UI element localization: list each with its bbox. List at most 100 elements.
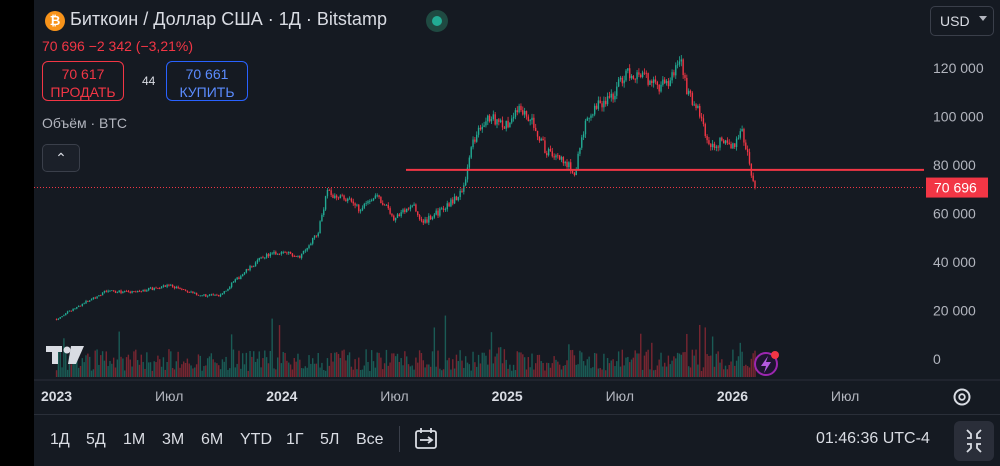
candle-body — [689, 90, 692, 93]
volume-bar — [81, 358, 84, 377]
candle-body — [616, 86, 618, 96]
volume-bar — [695, 349, 697, 377]
volume-bar — [306, 367, 308, 377]
volume-indicator-label[interactable]: Объём · BTC — [42, 115, 128, 131]
candle-body — [459, 190, 461, 198]
volume-bar — [238, 350, 240, 377]
volume-bar — [383, 363, 386, 377]
candle-body — [234, 279, 236, 282]
volume-bar — [341, 350, 343, 377]
fullscreen-exit-button[interactable] — [954, 421, 994, 461]
candle-body — [195, 292, 198, 295]
volume-bar — [732, 349, 734, 377]
volume-bar — [488, 349, 491, 377]
candle-body — [363, 203, 366, 208]
timezone-clock[interactable]: 01:46:36 UTC-4 — [816, 430, 930, 447]
volume-bar — [647, 349, 649, 377]
range-5y-button[interactable]: 5Л — [320, 431, 340, 448]
candle-body — [348, 198, 351, 200]
sell-price: 70 617 — [61, 66, 105, 82]
volume-bar — [90, 370, 93, 377]
candle-body — [664, 79, 666, 84]
volume-bar — [210, 353, 213, 377]
candle-body — [660, 84, 662, 92]
candle-body — [280, 252, 283, 254]
candle-body — [754, 181, 756, 188]
collapse-legend-button[interactable]: ⌃ — [42, 144, 80, 172]
price-scale-label: 100 000 — [933, 109, 984, 125]
range-1m-button[interactable]: 1М — [123, 431, 146, 448]
candle-body — [170, 284, 172, 286]
candle-body — [159, 288, 161, 290]
range-3m-button[interactable]: 3М — [162, 431, 185, 448]
volume-bar — [363, 365, 366, 377]
range-6m-button[interactable]: 6М — [201, 431, 224, 448]
market-status-icon[interactable] — [426, 10, 448, 32]
candle-body — [90, 299, 93, 301]
range-ytd-button[interactable]: YTD — [240, 431, 272, 448]
volume-bar — [276, 357, 279, 377]
go-to-date-icon[interactable] — [413, 426, 439, 452]
volume-bar — [601, 369, 603, 377]
candle-body — [114, 290, 117, 293]
candle-body — [359, 210, 362, 212]
candle-body — [651, 80, 653, 84]
candle-body — [492, 114, 495, 119]
buy-button[interactable]: 70 661 КУПИТЬ — [166, 61, 248, 101]
candle-body — [673, 72, 675, 76]
volume-bar — [127, 354, 130, 377]
price-chart[interactable]: 120 000 100 000 80 000 60 000 40 000 20 000 0 7… — [34, 0, 1000, 414]
volume-bar — [623, 365, 625, 377]
candle-body — [614, 95, 616, 100]
chart-panel[interactable]: 120 000 100 000 80 000 60 000 40 000 20 000 0 7… — [34, 0, 1000, 414]
volume-bar — [446, 360, 448, 377]
symbol-title[interactable]: Биткоин / Доллар США · 1Д · Bitstamp — [70, 9, 387, 29]
volume-bar — [92, 369, 95, 377]
candle-body — [647, 73, 649, 85]
volume-bar — [171, 367, 174, 377]
candle-body — [186, 290, 189, 292]
candle-body — [610, 93, 612, 98]
candle-body — [713, 143, 716, 148]
volume-bar — [369, 370, 371, 377]
range-1y-button[interactable]: 1Г — [286, 431, 304, 448]
volume-bar — [312, 358, 314, 377]
candle-body — [208, 294, 211, 296]
volume-bar — [249, 350, 251, 377]
range-5d-button[interactable]: 5Д — [86, 431, 106, 448]
volume-bar — [415, 357, 417, 377]
candle-body — [573, 172, 576, 176]
volume-bar — [356, 369, 358, 377]
volume-bar — [520, 352, 522, 377]
candle-body — [293, 256, 295, 258]
range-1d-button[interactable]: 1Д — [50, 431, 70, 448]
volume-bar — [317, 353, 319, 377]
volume-bar — [562, 365, 565, 377]
candle-body — [249, 266, 251, 271]
chart-settings-gear-icon[interactable] — [951, 386, 973, 408]
candle-body — [455, 196, 458, 201]
volume-bar — [512, 364, 515, 377]
volume-bar — [219, 369, 222, 377]
candle-body — [535, 127, 537, 131]
volume-bar — [643, 355, 646, 377]
candle-body — [396, 214, 399, 218]
volume-bar — [214, 362, 216, 377]
currency-select[interactable]: USD — [930, 6, 994, 36]
candle-body — [273, 251, 275, 254]
volume-bar — [450, 369, 452, 377]
volume-bar — [221, 359, 224, 377]
volume-bar — [472, 351, 474, 377]
candle-body — [241, 274, 244, 277]
volume-bar — [404, 351, 406, 377]
candle-body — [428, 215, 430, 223]
candle-body — [149, 287, 152, 289]
candle-body — [72, 308, 74, 311]
volume-bar — [610, 360, 612, 377]
lightning-alert-icon[interactable] — [750, 346, 784, 380]
volume-bar — [726, 369, 729, 377]
range-all-button[interactable]: Все — [356, 431, 384, 448]
volume-bar — [553, 356, 555, 377]
candle-body — [461, 190, 463, 192]
sell-button[interactable]: 70 617 ПРОДАТЬ — [42, 61, 124, 101]
